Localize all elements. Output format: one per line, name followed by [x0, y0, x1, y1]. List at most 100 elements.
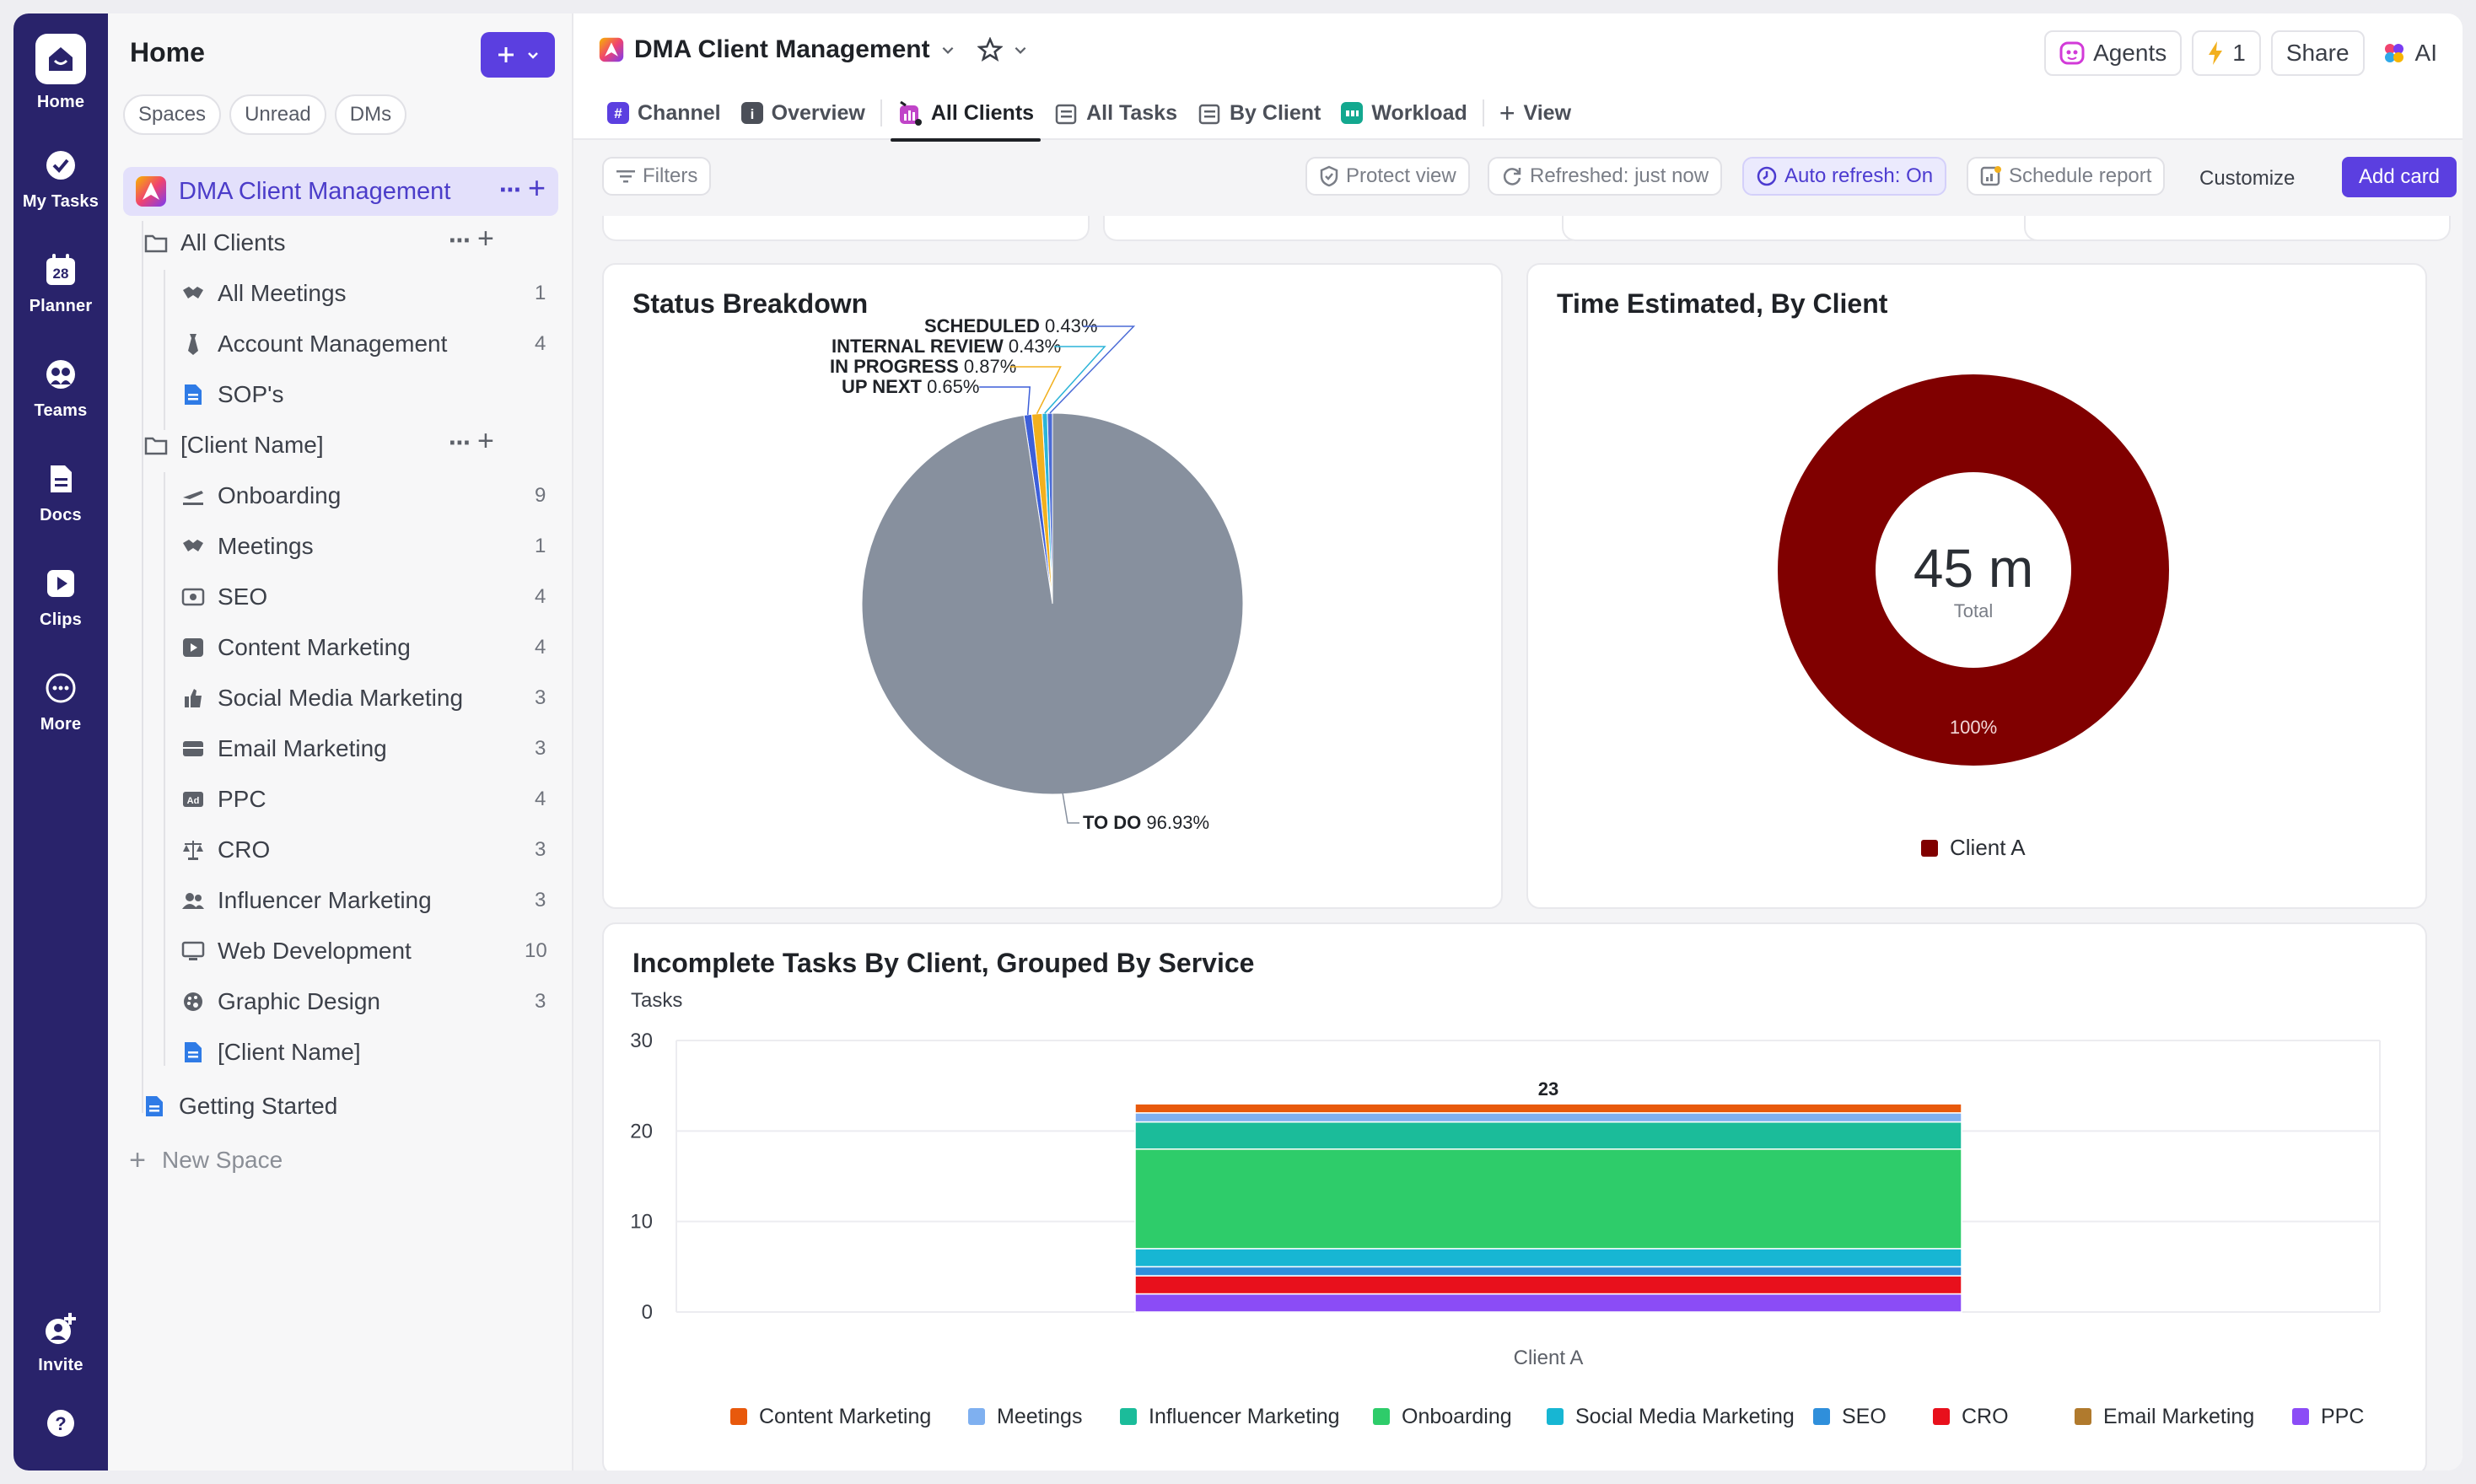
list-ppc[interactable]: Ad PPC 4: [180, 776, 552, 823]
list-graphic-design[interactable]: Graphic Design 3: [180, 978, 552, 1025]
chevron-down-icon[interactable]: [1013, 42, 1028, 57]
clip-icon: [42, 565, 79, 602]
rail-invite[interactable]: Invite: [13, 1304, 108, 1396]
bar-segment-social-media-marketing: [1134, 1248, 1962, 1268]
list-influencer-marketing[interactable]: Influencer Marketing 3: [180, 877, 552, 924]
sidebar: Home Spaces Unread DMs DMA Client Manage…: [108, 13, 573, 1471]
add-icon[interactable]: +: [528, 170, 546, 205]
top-bar: DMA Client Management # Channel i Overvi…: [573, 13, 2463, 142]
donut-center-value: 45 m: [1914, 538, 2033, 599]
list-seo[interactable]: SEO 4: [180, 573, 552, 621]
create-button[interactable]: [481, 32, 555, 78]
rail-more[interactable]: More: [13, 663, 108, 755]
more-icon: [42, 669, 79, 707]
pie-label-to-do: TO DO 96.93%: [1062, 792, 1209, 833]
chevron-down-icon: [528, 52, 538, 59]
tab-workload[interactable]: Workload: [1331, 91, 1477, 135]
pie-slice-to-do: [861, 412, 1244, 795]
customize-button[interactable]: Customize: [2199, 167, 2296, 190]
rail-teams[interactable]: Teams: [13, 349, 108, 442]
agents-button[interactable]: Agents: [2044, 30, 2183, 76]
list-content-marketing[interactable]: Content Marketing 4: [180, 624, 552, 671]
tab-all-tasks[interactable]: All Tasks: [1044, 91, 1187, 135]
list-cro[interactable]: CRO 3: [180, 826, 552, 874]
pie-label-text: TO DO 96.93%: [1083, 812, 1209, 833]
rail-planner[interactable]: 28 Planner: [13, 245, 108, 337]
add-icon[interactable]: +: [477, 425, 494, 457]
ai-button[interactable]: AI: [2374, 30, 2444, 76]
list-all-meetings[interactable]: All Meetings 1: [180, 270, 552, 317]
auto-refresh-toggle[interactable]: Auto refresh: On: [1742, 157, 1947, 196]
folder-all-clients[interactable]: All Clients ⋯ +: [143, 219, 557, 266]
doc-client-name[interactable]: [Client Name]: [180, 1029, 552, 1076]
legend-swatch: [1921, 840, 1938, 857]
rail-my-tasks[interactable]: My Tasks: [13, 140, 108, 233]
pie-leader-line: [1049, 325, 1136, 414]
rail-home[interactable]: Home: [13, 34, 108, 126]
svg-text:Ad: Ad: [187, 796, 200, 806]
schedule-report-button[interactable]: Schedule report: [1967, 157, 2166, 196]
bar-segment-seo: [1134, 1266, 1962, 1277]
doc-getting-started[interactable]: Getting Started: [142, 1083, 555, 1130]
sidebar-space-dma[interactable]: DMA Client Management ⋯ +: [123, 167, 558, 216]
list-web-development[interactable]: Web Development 10: [180, 928, 552, 975]
legend-item-social-media-marketing: Social Media Marketing: [1547, 1405, 1795, 1428]
folder-client-name[interactable]: [Client Name] ⋯ +: [143, 422, 557, 469]
calendar-icon: 28: [42, 251, 79, 288]
clock-icon: [1757, 166, 1777, 186]
bar-total-label: 23: [1538, 1078, 1558, 1100]
list-meetings[interactable]: Meetings 1: [180, 523, 552, 570]
card-partial: [1562, 216, 2049, 241]
shield-icon: [1320, 165, 1338, 187]
add-icon[interactable]: +: [477, 223, 494, 255]
chip-unread[interactable]: Unread: [229, 94, 326, 135]
legend-swatch: [2292, 1408, 2309, 1425]
chip-spaces[interactable]: Spaces: [123, 94, 222, 135]
doc-sops[interactable]: SOP's: [180, 371, 552, 418]
card-title: Incomplete Tasks By Client, Grouped By S…: [632, 948, 1255, 978]
tab-all-clients[interactable]: All Clients: [887, 91, 1044, 142]
plus-icon: +: [129, 1143, 146, 1176]
new-space-button[interactable]: + New Space: [125, 1137, 538, 1184]
add-view-button[interactable]: + View: [1499, 97, 1572, 128]
chip-dms[interactable]: DMs: [334, 94, 407, 135]
refresh-button[interactable]: Refreshed: just now: [1488, 157, 1723, 196]
share-button[interactable]: Share: [2270, 30, 2365, 76]
ad-icon: Ad: [180, 787, 206, 812]
view-tabs: # Channel i Overview All Clients All Tas…: [597, 91, 1581, 142]
filters-button[interactable]: Filters: [602, 157, 712, 196]
protect-view-button[interactable]: Protect view: [1305, 157, 1470, 196]
pie-label-up-next: UP NEXT 0.65%: [842, 376, 1031, 415]
add-card-button[interactable]: Add card: [2342, 157, 2457, 197]
legend-swatch: [1813, 1408, 1830, 1425]
refresh-icon: [1503, 168, 1521, 186]
tab-channel[interactable]: # Channel: [597, 91, 731, 135]
tab-overview[interactable]: i Overview: [731, 91, 875, 135]
list-account-management[interactable]: Account Management 4: [180, 320, 552, 368]
more-options-icon[interactable]: ⋯: [449, 430, 471, 455]
pie-leader-line: [979, 386, 1031, 415]
breadcrumb[interactable]: DMA Client Management: [599, 35, 1028, 64]
automations-button[interactable]: 1: [2192, 30, 2261, 76]
more-options-icon[interactable]: ⋯: [499, 177, 521, 202]
bolt-icon: [2209, 41, 2223, 65]
stacked-bar-chart: Tasks 0 10 20 30 23 Client A Content Marketing M…: [630, 989, 2381, 1428]
more-options-icon[interactable]: ⋯: [449, 228, 471, 253]
legend-label: PPC: [2321, 1405, 2364, 1428]
rail-clips[interactable]: Clips: [13, 558, 108, 651]
doc-icon: [142, 1094, 167, 1119]
help-button[interactable]: ?: [13, 1405, 108, 1447]
list-email-marketing[interactable]: Email Marketing 3: [180, 725, 552, 772]
rail-docs[interactable]: Docs: [13, 454, 108, 546]
ai-sparkle-icon: [2384, 44, 2403, 62]
list-social-media-marketing[interactable]: Social Media Marketing 3: [180, 675, 552, 722]
tab-by-client[interactable]: By Client: [1187, 91, 1331, 135]
pie-label-text: INTERNAL REVIEW 0.43%: [832, 336, 1061, 357]
list-onboarding[interactable]: Onboarding 9: [180, 472, 552, 519]
legend-swatch: [1373, 1408, 1390, 1425]
star-icon[interactable]: [977, 37, 1003, 62]
report-icon: [1980, 166, 2001, 186]
doc-icon: [180, 1040, 206, 1065]
tree-guide: [164, 472, 165, 1066]
hash-icon: #: [607, 102, 629, 124]
